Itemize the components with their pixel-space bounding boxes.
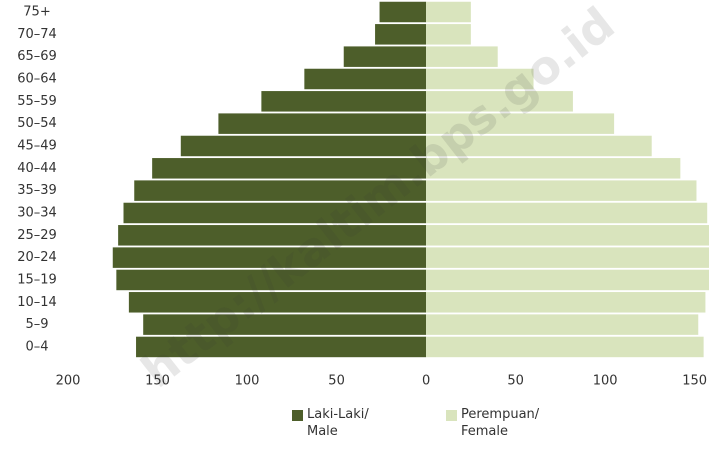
y-tick-label: 20–24	[17, 250, 57, 265]
y-tick-label: 5–9	[25, 317, 48, 332]
bar	[218, 113, 427, 134]
bar	[116, 269, 427, 291]
bar	[343, 46, 427, 67]
bar	[426, 1, 471, 23]
bar	[426, 180, 697, 201]
x-tick-label: 200	[56, 374, 81, 389]
x-tick-label: 150	[145, 374, 170, 389]
bar	[426, 202, 708, 224]
bar	[180, 135, 427, 157]
bar	[426, 336, 704, 358]
bar	[134, 180, 427, 201]
x-tick-label: 100	[235, 374, 260, 389]
bar	[112, 247, 427, 268]
bar	[261, 91, 427, 112]
bar	[426, 247, 709, 268]
bar	[426, 68, 534, 90]
bar	[426, 135, 652, 157]
y-tick-label: 70–74	[17, 27, 57, 42]
legend-male: Laki-Laki/ Male	[292, 406, 397, 440]
legend-swatch	[446, 410, 457, 421]
bar	[143, 314, 427, 335]
bar	[304, 68, 427, 90]
bar	[426, 158, 681, 179]
y-tick-label: 55–59	[17, 94, 57, 109]
y-tick-label: 60–64	[17, 71, 57, 86]
bar	[426, 314, 699, 335]
y-tick-label: 65–69	[17, 49, 57, 64]
bar	[426, 292, 706, 313]
y-tick-label: 25–29	[17, 228, 57, 243]
bar	[426, 46, 498, 67]
legend-swatch	[292, 410, 303, 421]
bar	[152, 158, 427, 179]
y-tick-label: 10–14	[17, 295, 57, 310]
x-tick-label: 150	[682, 374, 707, 389]
y-tick-label: 15–19	[17, 272, 57, 287]
bar	[426, 91, 573, 112]
bar	[118, 225, 427, 246]
legend-label: Laki-Laki/ Male	[307, 407, 369, 439]
y-tick-label: 35–39	[17, 183, 57, 198]
y-tick-label: 50–54	[17, 116, 57, 131]
y-tick-label: 40–44	[17, 161, 57, 176]
y-tick-label: 30–34	[17, 205, 57, 220]
y-tick-label: 45–49	[17, 138, 57, 153]
bar	[136, 336, 427, 358]
bar	[426, 269, 709, 291]
bar	[426, 225, 709, 246]
x-tick-label: 50	[328, 374, 345, 389]
x-tick-label: 0	[422, 374, 430, 389]
y-tick-label: 75+	[23, 5, 50, 20]
legend-female: Perempuan/ Female	[446, 406, 551, 440]
bar	[123, 202, 427, 224]
bar	[128, 292, 427, 313]
x-tick-label: 100	[593, 374, 618, 389]
bar	[375, 24, 427, 45]
bar	[379, 1, 427, 23]
bar	[426, 24, 471, 45]
bar	[426, 113, 615, 134]
y-tick-label: 0–4	[25, 339, 48, 354]
x-tick-label: 50	[507, 374, 524, 389]
legend-label: Perempuan/ Female	[461, 407, 540, 439]
